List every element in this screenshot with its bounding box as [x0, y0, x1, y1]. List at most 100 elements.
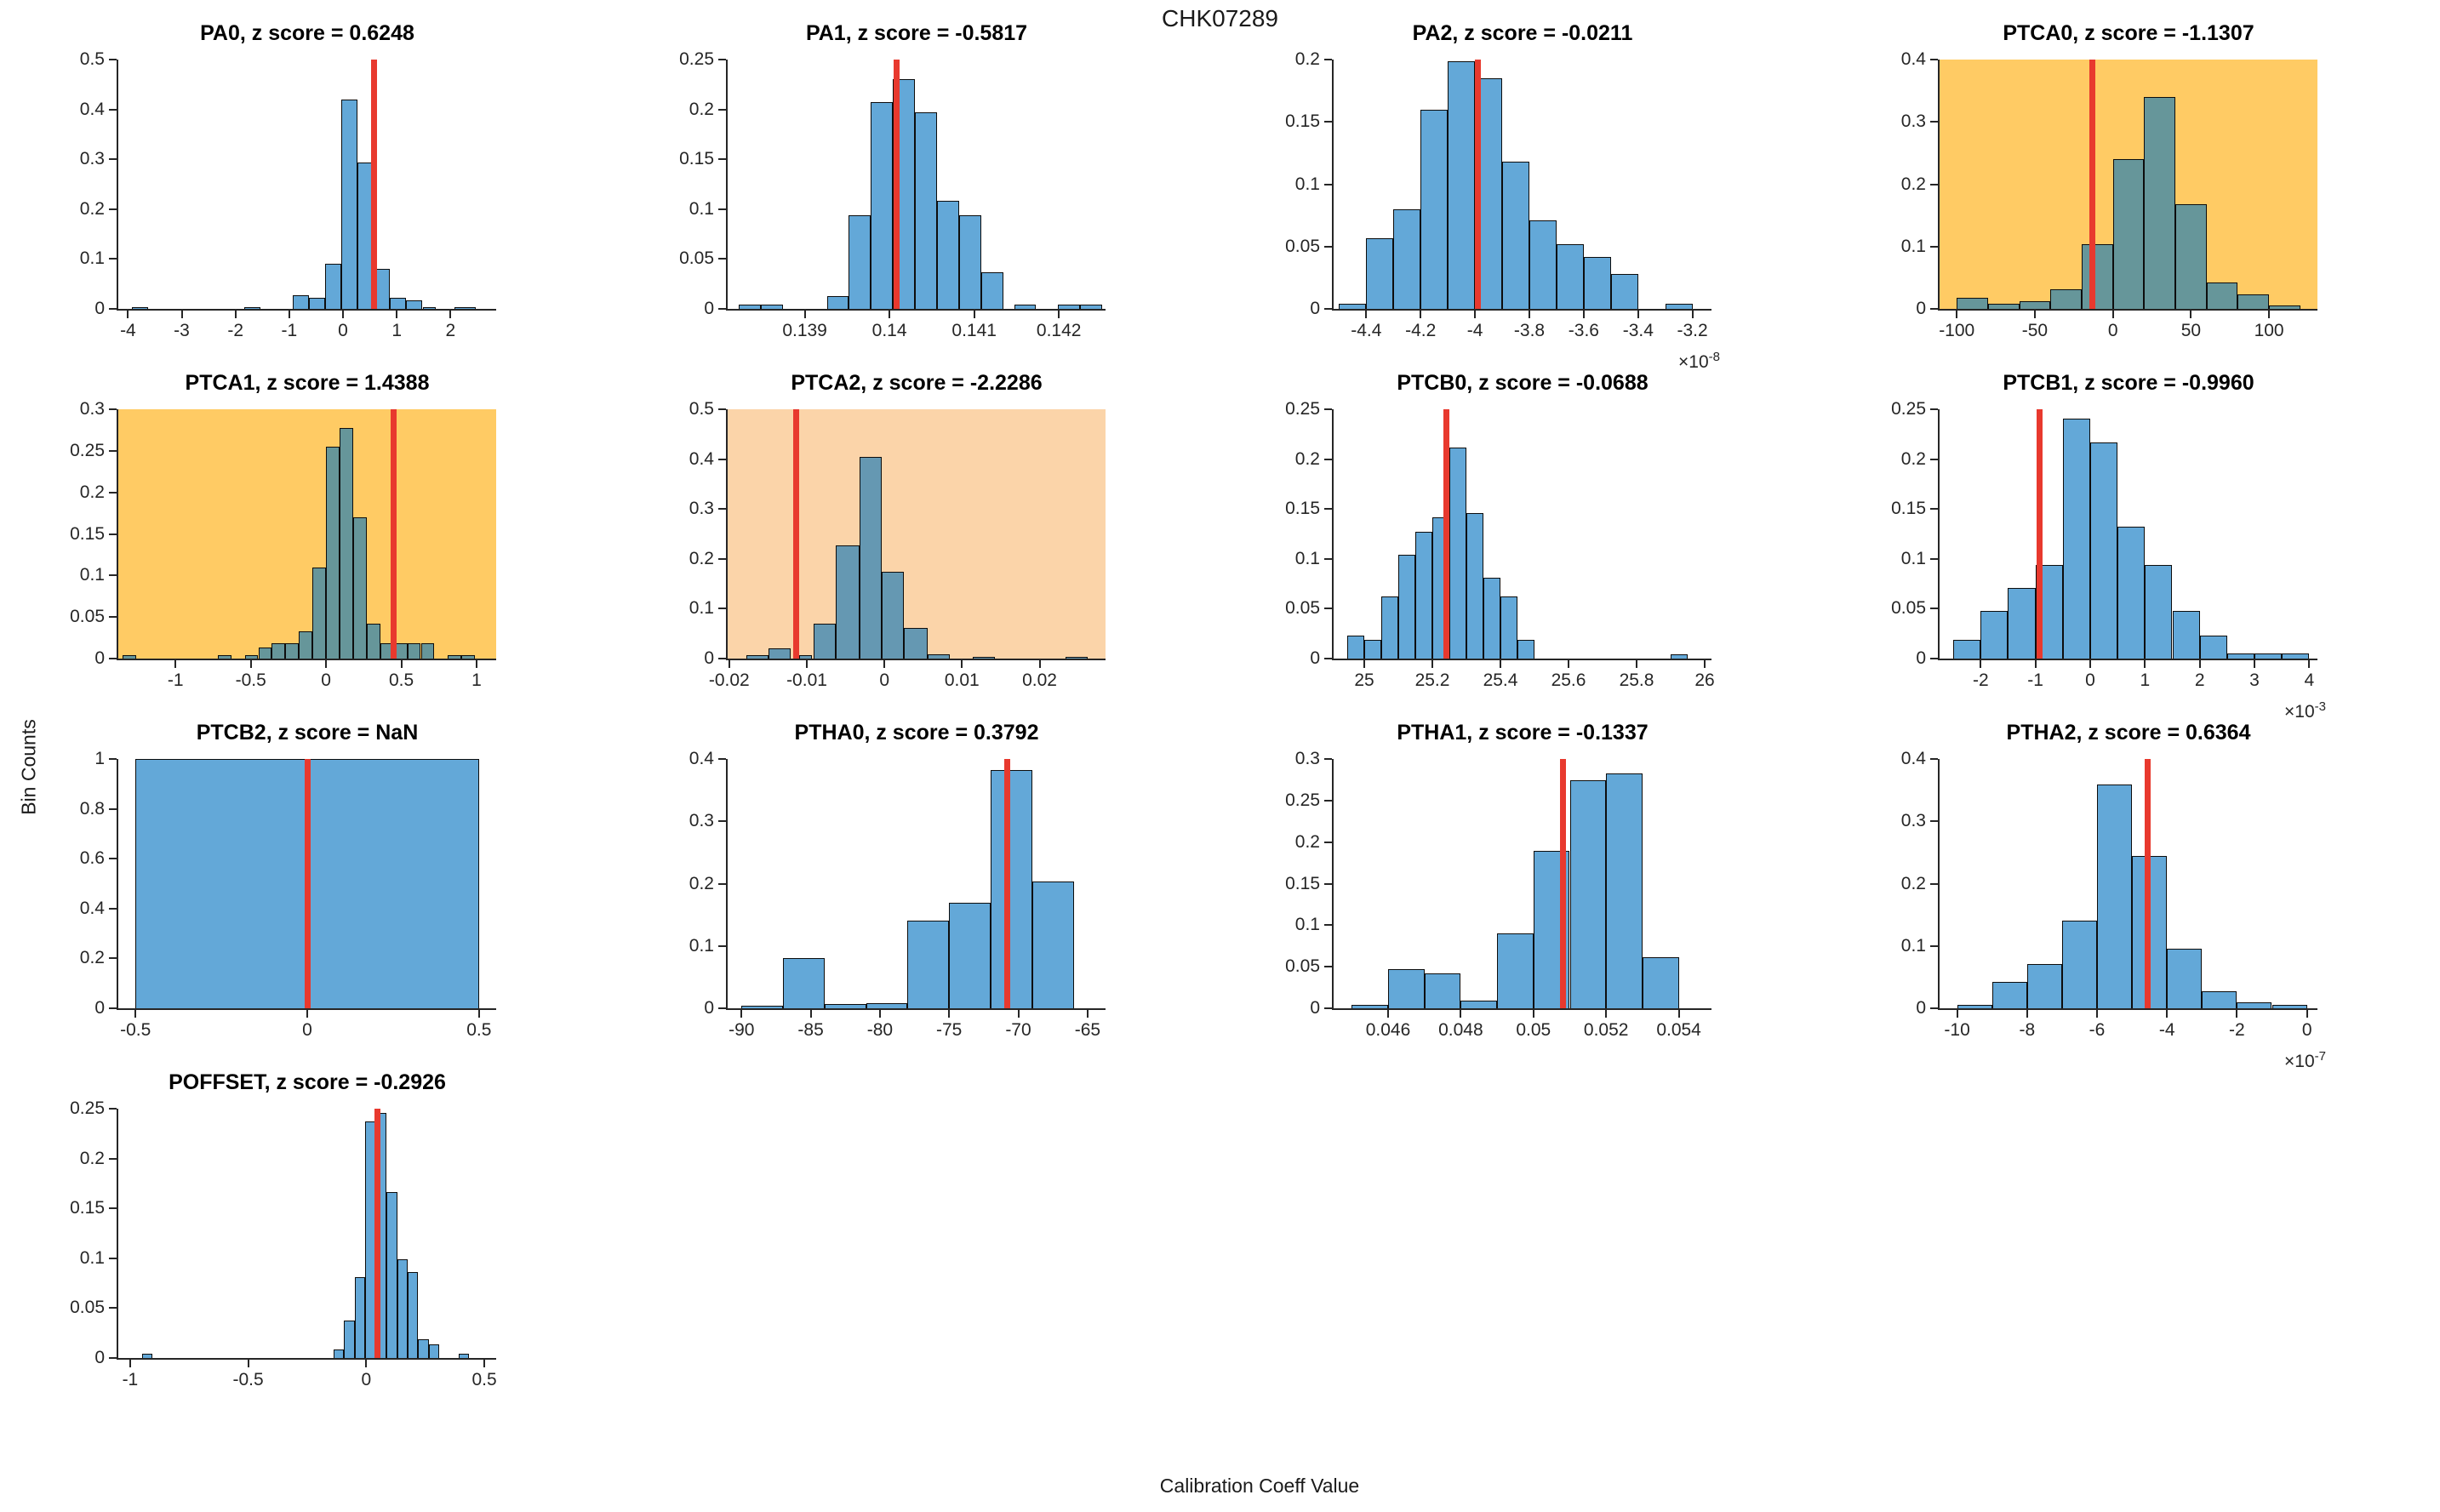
y-tick-label: 0.15	[1285, 499, 1320, 519]
x-tick-label: -10	[1944, 1020, 1970, 1040]
y-tick-label: 0	[1916, 998, 1926, 1018]
histogram-bar	[1388, 969, 1425, 1008]
y-tick	[1324, 758, 1332, 760]
histogram-bar	[1058, 305, 1081, 309]
y-tick	[718, 508, 726, 511]
x-tick	[1980, 660, 1982, 668]
y-tick-label: 0.25	[1285, 399, 1320, 419]
x-tick-label: 25.8	[1619, 670, 1654, 690]
histogram-bar	[448, 655, 462, 659]
y-tick	[718, 258, 726, 260]
x-tick-label: 50	[2180, 321, 2202, 340]
y-tick	[1324, 59, 1332, 60]
histogram-bar	[866, 1003, 908, 1008]
y-tick-label: 0.2	[79, 482, 105, 502]
y-tick	[109, 208, 117, 210]
x-tick-label: -2	[227, 321, 244, 340]
y-tick-label: 0.1	[79, 248, 105, 269]
subplot-axes-PTHA1: PTHA1, z score = -0.1337 0.046 0.048 0.05 0.…	[1285, 721, 1711, 1040]
y-tick-label: 0.3	[1294, 749, 1320, 768]
x-tick	[1500, 660, 1501, 668]
x-tick	[2254, 660, 2255, 668]
histogram-bar	[2202, 990, 2237, 1008]
y-tick-label: 0.4	[1900, 749, 1926, 768]
histogram-bar	[2061, 920, 2097, 1008]
x-tick	[288, 311, 290, 318]
x-tick	[2144, 660, 2146, 668]
y-tick	[718, 158, 726, 161]
x-tick	[306, 1010, 308, 1018]
x-tick-label: 0.5	[388, 670, 414, 690]
y-tick-label: 0	[94, 1348, 105, 1367]
y-tick	[718, 944, 726, 947]
x-tick	[1605, 1010, 1608, 1018]
histogram-bar	[405, 300, 422, 309]
histogram-bar	[293, 295, 310, 309]
x-tick-label: 0	[321, 670, 331, 690]
y-tick	[718, 820, 726, 823]
x-tick-label: 25.2	[1414, 670, 1450, 690]
y-tick-label: 0.15	[1285, 111, 1320, 132]
y-tick-label: 0.25	[70, 440, 105, 460]
histogram-bar	[1991, 982, 2027, 1008]
x-tick-label: -4	[120, 321, 136, 340]
x-tick	[134, 1010, 137, 1018]
histogram-bar	[860, 456, 883, 659]
x-tick	[803, 311, 806, 318]
x-tick	[2166, 1010, 2169, 1018]
y-tick	[109, 616, 117, 619]
y-tick	[109, 858, 117, 860]
y-tick	[1324, 508, 1332, 511]
x-tick-label: -4	[2158, 1020, 2175, 1040]
x-tick	[2026, 1010, 2028, 1018]
x-tick-label: 0.5	[471, 1370, 497, 1389]
x-tick	[1017, 1010, 1020, 1018]
histogram-bar	[2097, 785, 2133, 1008]
y-tick-label: 0.15	[1891, 499, 1926, 519]
y-tick-label: 0.1	[1294, 548, 1320, 568]
y-tick-label: 0.2	[1900, 873, 1926, 893]
y-tick-label: 0.2	[1294, 448, 1320, 469]
histogram-bar	[915, 112, 937, 309]
x-tick-label: -3	[174, 321, 190, 340]
y-tick	[1930, 121, 1938, 123]
y-tick-label: 0.05	[679, 248, 714, 269]
x-tick-label: 0	[2301, 1020, 2312, 1040]
histogram-bar	[458, 1354, 470, 1358]
y-tick-label: 0.1	[689, 935, 714, 956]
subplot-axes-PA1: PA1, z score = -0.5817 0.139 0.14 0.141 0.14…	[679, 21, 1106, 340]
histogram-bar	[2269, 305, 2300, 309]
y-tick	[109, 258, 117, 260]
x-tick	[127, 311, 129, 318]
x-tick	[1677, 1010, 1680, 1018]
histogram-bar	[1583, 256, 1611, 309]
x-tick	[2033, 311, 2036, 318]
x-axis-exponent: ×10-8	[1678, 350, 1720, 372]
y-tick	[1930, 458, 1938, 460]
subplot-title-PA0: PA0, z score = 0.6248	[200, 21, 414, 45]
histogram-bar	[2271, 1005, 2307, 1008]
measured-value-line	[1443, 409, 1449, 659]
x-tick-label: 0	[2107, 321, 2118, 340]
y-tick	[1324, 966, 1332, 968]
histogram-bar	[1466, 512, 1483, 659]
x-tick-label: 0.052	[1583, 1020, 1629, 1040]
y-tick	[718, 108, 726, 111]
histogram-bar	[1957, 297, 1988, 309]
y-tick	[109, 308, 117, 310]
histogram-bar	[835, 545, 860, 659]
y-tick	[718, 1007, 726, 1009]
x-tick-label: -3.8	[1513, 321, 1546, 340]
y-tick	[1930, 820, 1938, 823]
measured-value-line	[1559, 759, 1566, 1008]
x-tick	[1956, 1010, 1958, 1018]
y-tick	[718, 882, 726, 885]
histogram-bar	[309, 298, 326, 309]
histogram-bar	[407, 643, 421, 659]
histogram-bar	[1080, 305, 1102, 309]
y-tick-label: 0.25	[679, 49, 714, 69]
y-tick-label: 0.1	[689, 198, 714, 219]
y-tick-label: 0.3	[1900, 811, 1926, 831]
subplot-axes-PTCA2: PTCA2, z score = -2.2286 -0.02 -0.01 0 0.01 0…	[689, 371, 1106, 690]
x-tick	[129, 1360, 131, 1367]
